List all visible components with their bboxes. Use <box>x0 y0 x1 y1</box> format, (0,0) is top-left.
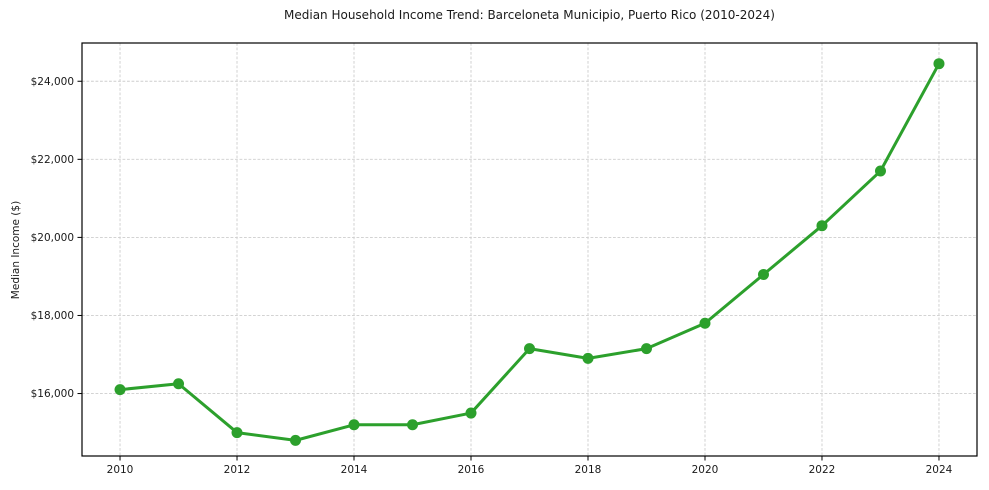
data-point-2019 <box>640 343 652 355</box>
data-point-2023 <box>874 165 886 177</box>
y-tick-label-16000: $16,000 <box>31 388 74 400</box>
x-tick-label-2020: 2020 <box>692 464 719 476</box>
x-tick-label-2016: 2016 <box>458 464 485 476</box>
data-point-2012 <box>231 427 243 439</box>
y-tick-label-20000: $20,000 <box>31 232 74 244</box>
income-trend-line <box>118 62 941 442</box>
data-point-2013 <box>290 434 302 446</box>
data-point-2022 <box>816 220 828 232</box>
data-point-2021 <box>757 268 769 280</box>
data-point-2014 <box>348 419 360 431</box>
x-tick-label-2018: 2018 <box>575 464 602 476</box>
data-point-2011 <box>173 378 185 390</box>
chart-title: Median Household Income Trend: Barcelone… <box>284 8 775 22</box>
plot-border <box>81 42 978 457</box>
y-axis-label: Median Income ($) <box>10 200 22 300</box>
x-tick-label-2024: 2024 <box>926 464 953 476</box>
x-tick-label-2012: 2012 <box>224 464 251 476</box>
x-tick-label-2010: 2010 <box>107 464 134 476</box>
data-point-2020 <box>699 317 711 329</box>
data-point-2017 <box>524 343 535 355</box>
y-tick-label-24000: $24,000 <box>31 76 74 88</box>
data-point-2010 <box>114 384 126 396</box>
x-tick-label-2022: 2022 <box>809 464 836 476</box>
data-point-2018 <box>582 352 594 364</box>
y-tick-label-18000: $18,000 <box>31 310 74 322</box>
x-tick-label-2014: 2014 <box>341 464 368 476</box>
data-point-2024 <box>933 58 945 70</box>
y-tick-label-22000: $22,000 <box>31 154 74 166</box>
data-point-2016 <box>465 407 477 419</box>
data-point-2015 <box>407 419 419 431</box>
